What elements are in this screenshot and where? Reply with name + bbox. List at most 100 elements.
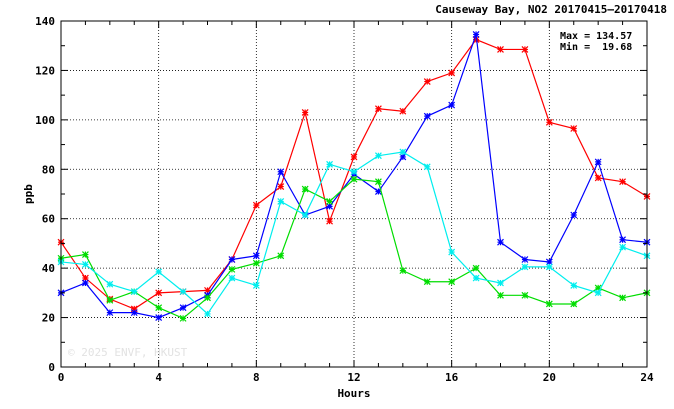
data-point-marker [570,211,578,219]
data-point-marker [545,300,553,308]
data-point-marker [423,163,431,171]
data-point-marker [497,238,504,246]
data-point-marker [277,183,285,191]
data-point-marker [594,289,602,297]
data-point-marker [374,178,382,186]
data-point-marker [301,185,309,193]
data-point-marker [570,300,578,308]
data-point-marker [545,118,553,126]
data-point-marker [301,211,309,219]
data-point-marker [570,282,578,289]
data-point-marker [350,168,358,176]
y-tick-label: 80 [42,163,55,176]
y-tick-label: 140 [35,15,55,28]
chart-title: Causeway Bay, NO2 20170415—20170418 [435,3,667,16]
series-3 [57,175,651,322]
data-point-marker [448,278,456,286]
data-point-marker [374,188,382,195]
min-label: Min = 19.68 [560,41,632,53]
data-point-marker [472,30,480,38]
x-tick-label: 24 [640,371,654,384]
data-point-marker [619,236,627,244]
data-point-marker [81,279,89,287]
series-layer [57,30,651,322]
data-point-marker [619,243,627,251]
data-point-marker [155,268,163,276]
data-point-marker [81,274,89,282]
data-point-marker [448,101,456,109]
data-point-marker [179,304,187,312]
y-tick-label: 60 [42,213,55,226]
data-point-marker [521,291,529,299]
y-tick-label: 0 [48,361,55,374]
data-point-marker [81,251,89,258]
data-point-marker [619,178,627,186]
data-point-marker [106,280,114,288]
data-point-marker [252,252,260,260]
data-point-marker [326,160,334,168]
data-point-marker [204,294,211,302]
x-tick-label: 0 [58,371,65,384]
data-point-marker [423,278,431,286]
data-point-marker [179,288,187,296]
data-point-marker [81,261,89,268]
y-tick-label: 100 [35,114,55,127]
data-point-marker [399,107,407,115]
series-2 [57,30,651,321]
axis-ticks: 0 4 8 12 16 20 24 0 20 40 60 80 100 120 140 [35,15,654,384]
y-tick-label: 120 [35,64,55,77]
data-point-marker [252,201,260,209]
data-point-marker [497,45,504,53]
data-point-marker [374,105,382,113]
x-axis-label: Hours [337,387,370,400]
data-point-marker [350,153,358,161]
data-point-marker [277,197,285,205]
data-point-marker [106,296,114,304]
data-point-marker [423,112,431,120]
data-point-marker [399,267,407,275]
max-label: Max = 134.57 [560,31,632,42]
data-point-marker [326,217,334,225]
x-tick-label: 12 [347,371,360,384]
data-point-marker [521,256,529,263]
data-point-marker [448,248,456,256]
data-point-marker [374,152,382,160]
data-point-marker [204,310,211,318]
data-point-marker [130,288,138,296]
data-point-marker [155,314,163,321]
data-point-marker [594,158,602,166]
y-tick-label: 20 [42,312,55,325]
y-tick-label: 40 [42,262,55,275]
data-point-marker [472,264,480,272]
watermark-text: © 2025 ENVF, HKUST [68,346,188,359]
data-point-marker [619,294,627,302]
data-point-marker [399,153,407,161]
data-point-marker [545,258,553,266]
data-point-marker [130,309,138,317]
x-tick-label: 4 [155,371,162,384]
data-point-marker [204,286,211,294]
data-point-marker [228,274,236,282]
data-point-marker [106,309,114,317]
data-point-marker [130,305,138,313]
data-point-marker [252,282,260,289]
data-point-marker [594,174,602,182]
data-point-marker [594,284,602,292]
data-point-marker [277,168,285,176]
data-point-marker [179,314,187,322]
data-point-marker [301,109,309,116]
data-point-marker [497,279,504,287]
data-point-marker [228,265,236,273]
data-point-marker [277,252,285,260]
series-4 [57,148,651,318]
data-point-marker [497,291,504,299]
data-point-marker [570,125,578,132]
data-point-marker [326,202,334,210]
data-point-marker [448,69,456,77]
data-point-marker [155,304,163,312]
data-point-marker [350,175,358,183]
x-tick-label: 8 [253,371,260,384]
x-tick-label: 20 [543,371,556,384]
